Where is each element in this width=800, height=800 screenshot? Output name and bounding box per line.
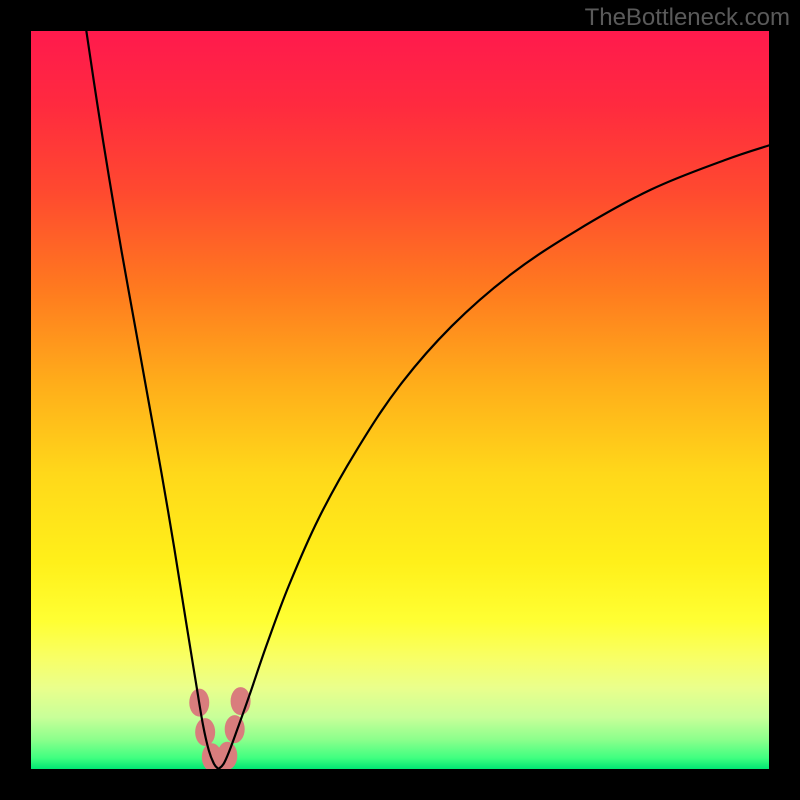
gradient-background — [31, 31, 769, 769]
chart-svg — [0, 0, 800, 800]
watermark-text: TheBottleneck.com — [585, 4, 790, 32]
bottleneck-chart: TheBottleneck.com — [0, 0, 800, 800]
